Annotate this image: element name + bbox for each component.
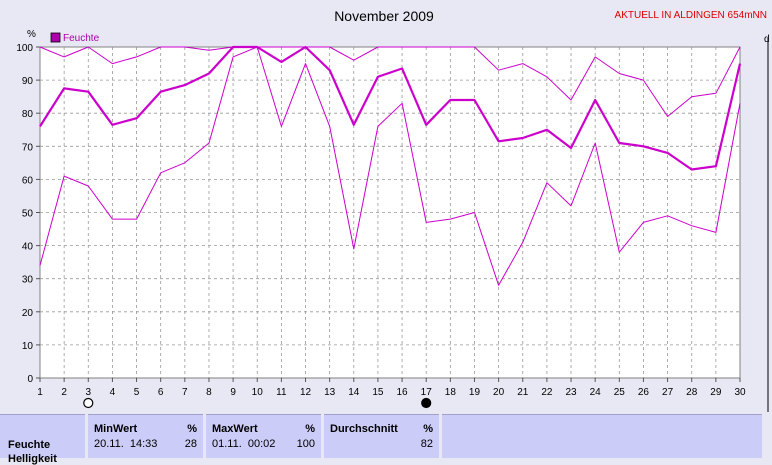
avg-value: 82 (420, 438, 433, 450)
y-tick-label: 30 (22, 275, 34, 286)
max-value-panel: MaxWert % 01.11. 00:02 100 (206, 414, 321, 458)
x-tick-label: 15 (372, 387, 384, 398)
x-tick-label: 18 (445, 387, 457, 398)
moon-phases (83, 397, 432, 409)
min-value: 28 (184, 438, 197, 450)
x-tick-label: 28 (686, 387, 698, 398)
x-tick-label: 9 (230, 387, 236, 398)
station-label: AKTUELL IN ALDINGEN 654mNN (615, 10, 767, 21)
chart: November 2009 AKTUELL IN ALDINGEN 654mNN… (16, 8, 770, 412)
max-header: MaxWert (212, 423, 258, 435)
min-value-panel: MinWert % 20.11. 14:33 28 (88, 414, 203, 458)
x-tick-label: 6 (158, 387, 164, 398)
series-line-avg (39, 45, 742, 171)
x-tick-label: 25 (614, 387, 626, 398)
x-tick-label: 2 (61, 387, 67, 398)
avg-header: Durchschnitt (330, 423, 398, 435)
min-unit: % (187, 423, 197, 435)
x-tick-label: 4 (110, 387, 116, 398)
x-tick-label: 16 (397, 387, 409, 398)
max-value: 100 (296, 438, 315, 450)
chart-title: November 2009 (334, 8, 434, 24)
avg-unit: % (423, 423, 433, 435)
y-axis: 0 10 20 30 40 50 60 70 80 90 100 (16, 43, 40, 385)
x-tick-label: 23 (565, 387, 577, 398)
y-tick-label: 70 (22, 142, 34, 153)
min-time: 20.11. 14:33 (94, 438, 158, 450)
stats-label-panel: Feuchte Helligkeit (0, 414, 85, 465)
x-tick-label: 30 (734, 387, 746, 398)
x-tick-label: 24 (590, 387, 602, 398)
x-tick-label: 11 (276, 387, 287, 398)
y-tick-label: 50 (22, 209, 34, 220)
stats-empty-panel (442, 414, 762, 458)
y-tick-label: 0 (27, 374, 33, 385)
series-line-min (39, 46, 741, 286)
max-unit: % (305, 423, 315, 435)
series-line-max (39, 46, 741, 117)
min-header: MinWert (94, 423, 138, 435)
legend-swatch (50, 32, 61, 43)
x-tick-label: 20 (493, 387, 505, 398)
x-tick-label: 5 (134, 387, 140, 398)
grid-lines (40, 47, 740, 378)
legend-label: Feuchte (63, 33, 100, 44)
y-tick-label: 10 (22, 341, 34, 352)
y-tick-label: 40 (22, 242, 34, 253)
full-moon-icon (83, 397, 94, 409)
x-tick-label: 8 (206, 387, 212, 398)
x-tick-label: 13 (324, 387, 336, 398)
x-tick-label: 22 (541, 387, 553, 398)
max-time: 01.11. 00:02 (212, 438, 276, 450)
x-tick-label: 27 (662, 387, 674, 398)
y-tick-label: 80 (22, 109, 34, 120)
y-tick-label: 90 (22, 76, 34, 87)
stats-row-label-2: Helligkeit (8, 453, 57, 465)
y-tick-label: 60 (22, 175, 34, 186)
y-tick-label: 100 (16, 43, 33, 54)
x-tick-label: 12 (300, 387, 312, 398)
x-tick-label: 10 (252, 387, 264, 398)
avg-value-panel: Durchschnitt % 82 (324, 414, 439, 458)
x-tick-label: 29 (710, 387, 722, 398)
x-tick-label: 17 (421, 387, 433, 398)
x-axis: 1 2 3 4 5 6 7 8 9 10 11 12 13 14 15 16 17 18 19 20 21 22 23 24 2… (37, 378, 746, 398)
y-axis-unit-label: % (27, 29, 36, 40)
x-tick-label: 21 (517, 387, 529, 398)
new-moon-icon (421, 397, 432, 409)
x-tick-label: 1 (37, 387, 43, 398)
series-lines (39, 45, 742, 286)
x-tick-label: 14 (348, 387, 360, 398)
stats-row-label: Feuchte (8, 439, 51, 451)
x-tick-label: 3 (85, 387, 91, 398)
x-tick-label: 7 (182, 387, 188, 398)
y-tick-label: 20 (22, 308, 34, 319)
x-tick-label: 19 (469, 387, 481, 398)
right-edge-label: d (764, 34, 770, 45)
x-tick-label: 26 (638, 387, 650, 398)
